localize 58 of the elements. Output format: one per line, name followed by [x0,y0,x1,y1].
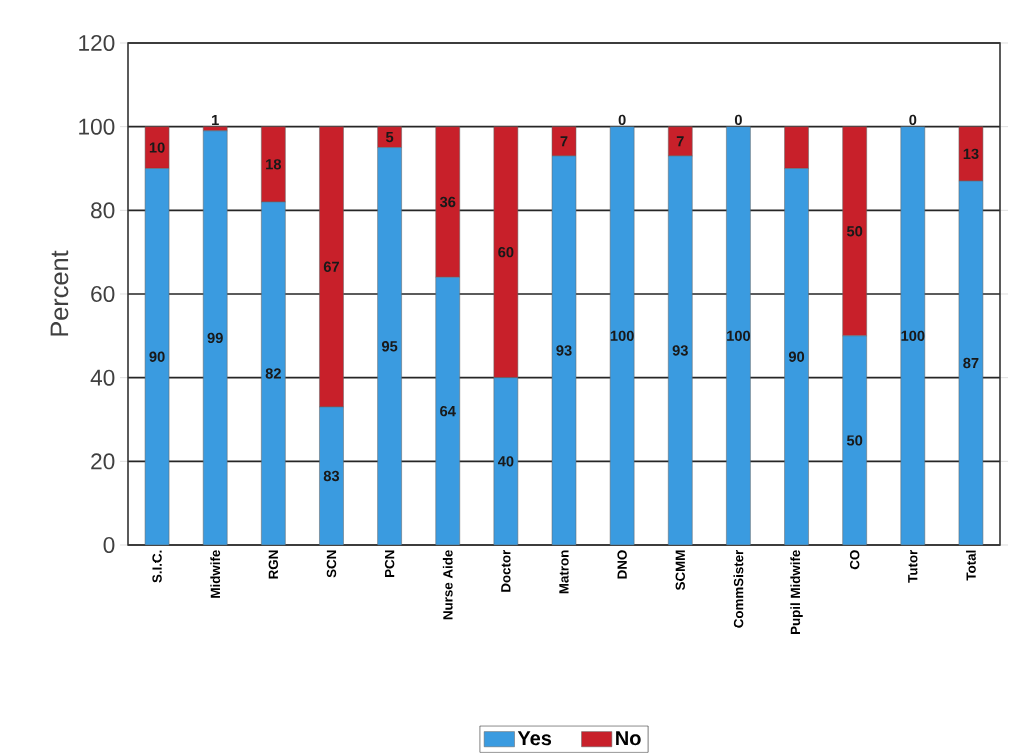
x-tick-label: Total [966,550,976,581]
x-tick-label: DNO [617,550,627,579]
x-tick-label: Tutor [908,550,918,583]
data-label: 64 [440,406,456,417]
x-tick-label: S.I.C. [152,550,162,583]
x-tick-label: RGN [268,550,279,579]
data-label: 93 [672,345,688,356]
data-label: 100 [610,330,634,342]
data-label: 93 [556,345,572,356]
x-tick-label: Matron [559,550,569,594]
legend-label: No [616,731,641,746]
bar [202,130,228,546]
bar [609,126,635,546]
data-label: 1 [212,115,219,126]
data-label: 90 [788,351,805,363]
x-tick-label: SCMM [675,550,685,591]
data-label: 95 [381,341,398,352]
x-tick-label: Nurse Aide [442,550,453,620]
data-label: 90 [149,351,165,363]
x-tick-label: Midwife [210,550,221,598]
annotation: 83 [323,470,340,482]
data-label: 67 [323,261,339,273]
data-label: 100 [727,330,751,342]
data-label: 0 [618,114,626,126]
x-tick-label: CommSister [733,550,744,628]
x-tick-label: CO [849,550,860,570]
x-tick-label: Pupil Midwife [790,550,803,635]
data-label: 13 [963,148,979,160]
data-label: 7 [676,136,684,147]
data-label: 87 [963,358,979,369]
x-tick-label: PCN [384,550,395,578]
data-label: 18 [266,159,282,170]
data-label: 40 [497,456,514,467]
data-label: 10 [149,142,165,153]
data-label: 0 [909,114,917,126]
y-tick-label: 20 [91,453,115,470]
data-label: 5 [385,132,394,143]
x-tick-label: SCN [326,550,337,578]
y-tick-label: 0 [103,537,115,554]
bar [900,126,926,546]
data-label: 99 [207,332,223,344]
data-label: 100 [901,330,925,342]
data-label: 50 [846,226,863,237]
y-tick-label: 60 [91,286,115,303]
data-label: 82 [265,368,281,379]
y-axis-title: Percent [50,250,69,336]
bar [726,126,751,546]
y-tick-label: 80 [91,202,115,219]
data-label: 7 [560,136,568,147]
y-tick-label: 100 [79,118,115,135]
y-tick-label: 40 [90,369,115,386]
y-tick-label: 120 [79,35,115,52]
data-label: 0 [734,114,742,126]
x-tick-label: Doctor [501,550,511,592]
legend-label: Yes [517,731,552,746]
data-label: 50 [846,435,863,446]
data-label: 36 [439,196,456,208]
data-label: 60 [498,247,514,258]
